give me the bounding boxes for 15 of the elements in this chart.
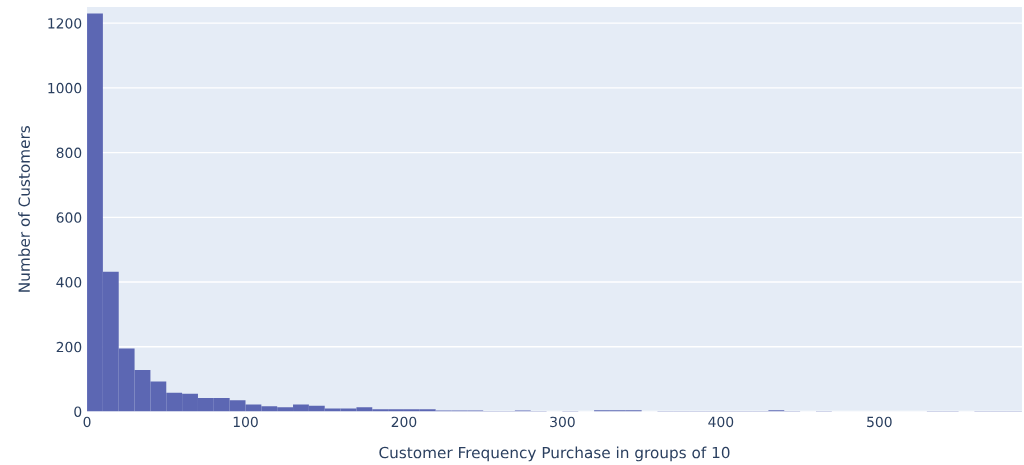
x-axis-title: Customer Frequency Purchase in groups of 10	[379, 446, 730, 462]
y-tick-label: 1000	[48, 82, 82, 94]
x-tick-label: 200	[391, 416, 417, 428]
x-tick-label: 300	[550, 416, 575, 428]
y-tick-label: 1200	[48, 18, 82, 29]
x-tick-label: 500	[867, 416, 892, 428]
x-tick-label: 0	[83, 416, 91, 428]
y-tick-label: 800	[56, 147, 82, 159]
x-tick-label: 100	[233, 416, 258, 428]
y-tick-label: 200	[56, 341, 82, 353]
x-tick-label: 400	[708, 416, 734, 428]
y-tick-label: 400	[56, 277, 82, 288]
y-axis-title: Number of Customers	[18, 126, 30, 292]
y-tick-label: 600	[56, 212, 82, 223]
y-tick-label: 0	[74, 406, 82, 417]
